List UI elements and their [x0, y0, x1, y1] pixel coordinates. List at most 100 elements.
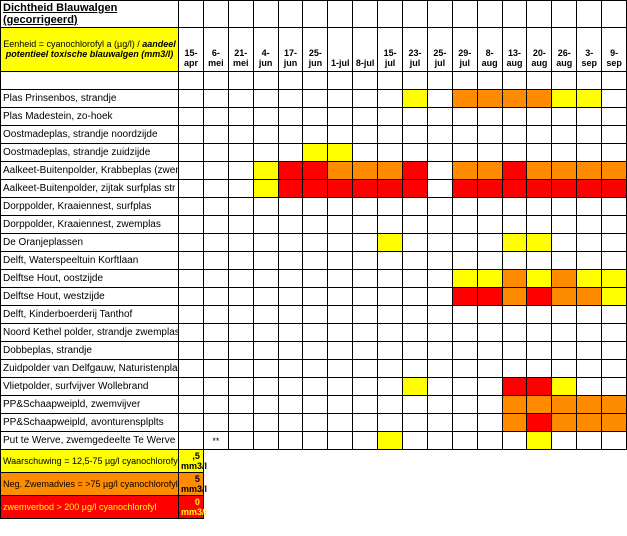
heat-cell	[278, 234, 303, 252]
heat-cell	[502, 144, 527, 162]
row-label: Aalkeet-Buitenpolder, zijtak surfplas st…	[1, 180, 179, 198]
heat-cell	[203, 162, 228, 180]
heat-cell	[253, 162, 278, 180]
heat-cell	[403, 144, 428, 162]
heat-cell	[552, 180, 577, 198]
heat-cell	[403, 180, 428, 198]
heat-cell	[353, 432, 378, 450]
heat-cell	[203, 360, 228, 378]
heat-cell	[527, 324, 552, 342]
heat-cell	[602, 180, 627, 198]
heat-cell	[427, 252, 452, 270]
heat-cell	[228, 252, 253, 270]
heat-cell	[179, 432, 204, 450]
heat-cell	[577, 396, 602, 414]
heat-cell	[577, 144, 602, 162]
heat-cell	[403, 432, 428, 450]
heat-cell	[502, 108, 527, 126]
heat-cell	[378, 144, 403, 162]
heat-cell	[602, 126, 627, 144]
heat-cell	[403, 252, 428, 270]
row-label: De Oranjeplassen	[1, 234, 179, 252]
heat-cell	[552, 252, 577, 270]
heat-cell	[179, 108, 204, 126]
heat-cell	[278, 180, 303, 198]
heat-cell	[552, 324, 577, 342]
heat-cell	[502, 288, 527, 306]
row-label: Put te Werve, zwemgedeelte Te Werve	[1, 432, 179, 450]
heat-cell	[577, 306, 602, 324]
heat-cell	[452, 144, 477, 162]
heat-cell	[378, 108, 403, 126]
legend-threshold: 0 mm3/l	[179, 496, 204, 519]
heat-cell	[179, 324, 204, 342]
heat-cell	[427, 378, 452, 396]
heat-cell	[427, 216, 452, 234]
heat-cell	[253, 324, 278, 342]
heat-cell	[328, 216, 353, 234]
heat-cell	[228, 432, 253, 450]
heat-cell	[527, 216, 552, 234]
heat-cell	[552, 216, 577, 234]
date-header: 4-jun	[253, 28, 278, 72]
heat-cell	[203, 216, 228, 234]
row-label: Delftse Hout, westzijde	[1, 288, 179, 306]
heat-cell	[403, 396, 428, 414]
heat-cell	[477, 108, 502, 126]
heat-cell	[602, 198, 627, 216]
heat-cell	[179, 360, 204, 378]
heat-cell	[452, 90, 477, 108]
heat-cell	[378, 414, 403, 432]
heat-cell	[552, 432, 577, 450]
heat-cell	[602, 270, 627, 288]
heat-cell	[378, 396, 403, 414]
heat-cell	[403, 126, 428, 144]
heat-cell	[552, 234, 577, 252]
heat-cell	[602, 360, 627, 378]
heat-cell	[452, 288, 477, 306]
heat-cell	[452, 270, 477, 288]
heat-cell	[452, 216, 477, 234]
date-header: 25-jul	[427, 28, 452, 72]
row-label: Oostmadeplas, strandje noordzijde	[1, 126, 179, 144]
row-label: Dobbeplas, strandje	[1, 342, 179, 360]
heat-cell	[378, 162, 403, 180]
heat-cell	[577, 432, 602, 450]
heat-cell	[179, 126, 204, 144]
heat-cell	[253, 306, 278, 324]
heat-cell	[328, 180, 353, 198]
heat-cell	[403, 288, 428, 306]
heat-cell	[403, 270, 428, 288]
heat-cell	[452, 342, 477, 360]
heat-cell	[303, 324, 328, 342]
heat-cell	[203, 198, 228, 216]
heat-cell	[228, 396, 253, 414]
heat-cell	[278, 270, 303, 288]
heat-cell	[328, 306, 353, 324]
heat-cell	[527, 126, 552, 144]
heat-cell	[328, 414, 353, 432]
heat-cell	[502, 324, 527, 342]
heat-cell	[328, 288, 353, 306]
date-header: 6-mei	[203, 28, 228, 72]
heat-cell	[378, 288, 403, 306]
heat-cell	[502, 234, 527, 252]
heat-cell	[179, 180, 204, 198]
heat-cell	[527, 342, 552, 360]
row-label: Delft, Waterspeeltuin Korftlaan	[1, 252, 179, 270]
heat-cell	[328, 162, 353, 180]
row-label: Aalkeet-Buitenpolder, Krabbeplas (zwem)	[1, 162, 179, 180]
heat-cell	[303, 126, 328, 144]
heat-cell	[577, 198, 602, 216]
heat-cell	[502, 126, 527, 144]
heat-cell	[179, 306, 204, 324]
heat-cell	[179, 252, 204, 270]
heat-cell	[278, 216, 303, 234]
heat-cell	[353, 324, 378, 342]
heat-cell	[179, 378, 204, 396]
date-header: 25-jun	[303, 28, 328, 72]
heat-cell	[278, 396, 303, 414]
row-label: Vlietpolder, surfvijver Wollebrand	[1, 378, 179, 396]
heat-cell	[477, 288, 502, 306]
heat-cell	[228, 342, 253, 360]
